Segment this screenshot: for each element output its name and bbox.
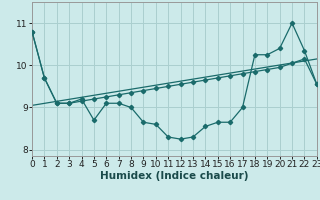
X-axis label: Humidex (Indice chaleur): Humidex (Indice chaleur) <box>100 171 249 181</box>
